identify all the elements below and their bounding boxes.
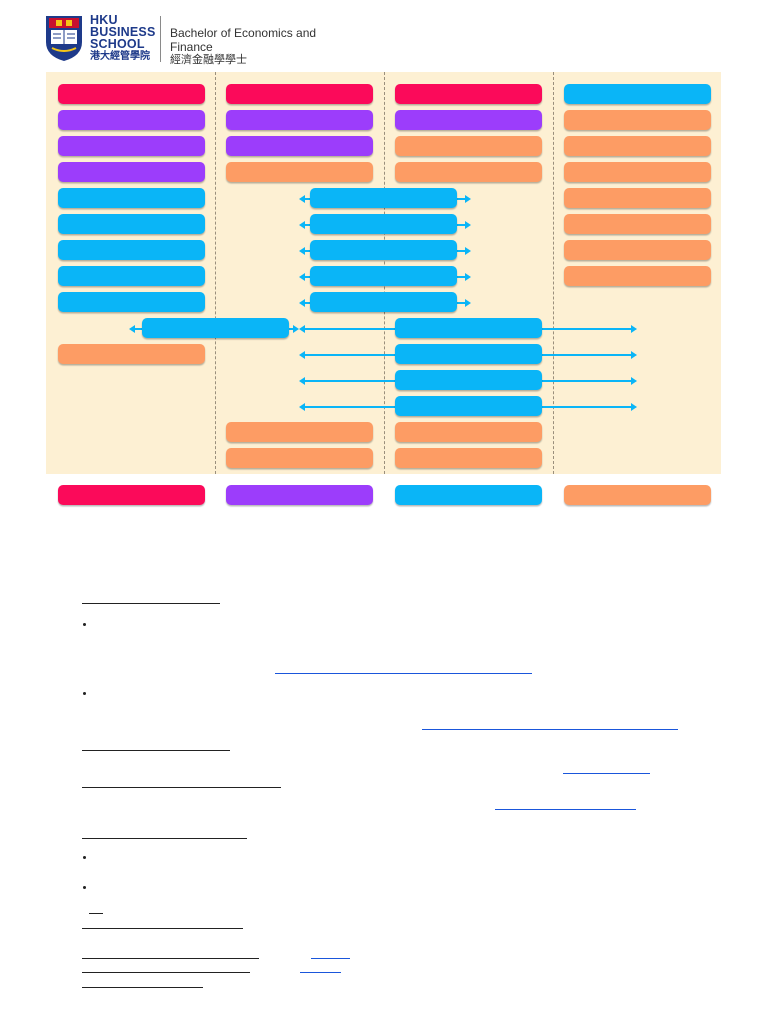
course-block-orange [564, 136, 711, 156]
course-block-orange [395, 448, 542, 468]
course-block-orange [395, 162, 542, 182]
course-block-blue [142, 318, 289, 338]
course-block-blue [58, 188, 205, 208]
course-block-orange [58, 344, 205, 364]
legend-orange [564, 485, 711, 505]
program-title-chinese: 經濟金融學學士 [170, 54, 247, 66]
heading-underline [82, 787, 281, 788]
school-name-line-1: HKU [90, 13, 118, 27]
course-block-blue [310, 214, 457, 234]
heading-underline [82, 750, 230, 751]
header-divider [160, 16, 161, 62]
course-block-blue [395, 344, 542, 364]
hyperlink-underline[interactable] [275, 673, 532, 674]
course-block-orange [564, 240, 711, 260]
column-divider [553, 72, 554, 474]
course-block-orange [564, 188, 711, 208]
hyperlink-underline[interactable] [563, 773, 650, 774]
bullet [83, 856, 86, 859]
heading-underline [82, 958, 259, 959]
school-name-line-3: SCHOOL [90, 37, 145, 51]
course-block-blue [58, 240, 205, 260]
school-name-chinese: 港大經管學院 [90, 51, 150, 62]
column-divider [215, 72, 216, 474]
course-block-blue [310, 292, 457, 312]
hyperlink-underline[interactable] [495, 809, 636, 810]
bullet [83, 886, 86, 889]
course-block-blue [58, 292, 205, 312]
heading-underline [82, 972, 250, 973]
course-block-blue [58, 214, 205, 234]
legend-purple [226, 485, 373, 505]
course-block-purple [58, 162, 205, 182]
course-block-crimson [58, 84, 205, 104]
course-block-orange [564, 162, 711, 182]
short-underline [89, 913, 103, 914]
page-header: HKU BUSINESS SCHOOL 港大經管學院 Bachelor of E… [44, 14, 356, 66]
course-block-blue [395, 370, 542, 390]
course-block-blue [395, 396, 542, 416]
bullet [83, 623, 86, 626]
course-block-purple [395, 110, 542, 130]
course-block-crimson [395, 84, 542, 104]
course-block-orange [395, 136, 542, 156]
course-block-orange [564, 214, 711, 234]
course-block-purple [58, 110, 205, 130]
heading-underline [82, 928, 243, 929]
legend-blue [395, 485, 542, 505]
hyperlink-underline[interactable] [311, 958, 350, 959]
curriculum-map [46, 72, 721, 474]
heading-underline [82, 987, 203, 988]
school-name: HKU BUSINESS SCHOOL 港大經管學院 [90, 14, 200, 63]
course-block-orange [226, 448, 373, 468]
school-name-line-2: BUSINESS [90, 25, 156, 39]
bullet [83, 692, 86, 695]
heading-underline [82, 838, 247, 839]
hyperlink-underline[interactable] [300, 972, 341, 973]
course-block-orange [226, 422, 373, 442]
course-block-blue [310, 240, 457, 260]
course-block-blue [310, 188, 457, 208]
hku-crest-logo [46, 16, 82, 61]
course-block-orange [564, 266, 711, 286]
course-block-blue [58, 266, 205, 286]
program-title-english: Bachelor of Economics and Finance [170, 26, 317, 54]
course-block-crimson [226, 84, 373, 104]
course-block-orange [564, 110, 711, 130]
course-block-purple [226, 136, 373, 156]
heading-underline [82, 603, 220, 604]
course-block-purple [58, 136, 205, 156]
course-block-orange [226, 162, 373, 182]
program-title: Bachelor of Economics and Finance 經濟金融學學… [170, 26, 356, 67]
course-block-purple [226, 110, 373, 130]
course-block-blue [395, 318, 542, 338]
course-block-orange [395, 422, 542, 442]
course-block-blue [310, 266, 457, 286]
hyperlink-underline[interactable] [422, 729, 678, 730]
course-block-blue [564, 84, 711, 104]
legend-crimson [58, 485, 205, 505]
